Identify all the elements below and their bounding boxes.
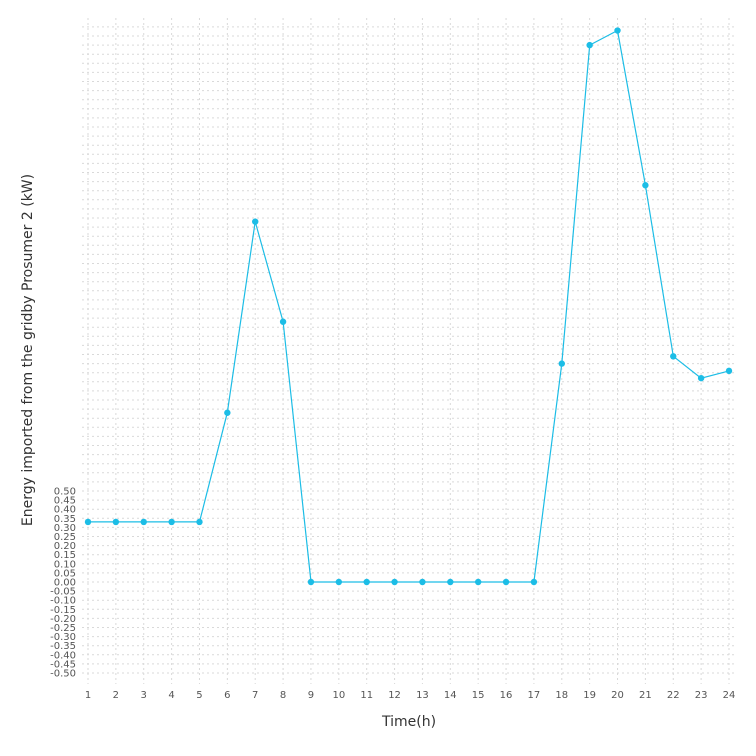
x-tick-label: 8 — [280, 690, 286, 701]
y-tick-label: -0.35 — [50, 641, 76, 652]
x-axis-label: Time(h) — [381, 714, 436, 730]
y-tick-label: 0.20 — [54, 541, 76, 552]
y-tick-label: 0.35 — [54, 514, 76, 525]
data-point — [697, 374, 705, 382]
data-point — [168, 518, 175, 526]
x-tick-label: 13 — [416, 690, 429, 701]
data-point — [140, 518, 147, 526]
y-tick-label: -0.40 — [50, 650, 76, 661]
data-point — [474, 578, 482, 586]
data-point — [307, 578, 315, 586]
x-tick-label: 2 — [113, 690, 119, 701]
x-tick-label: 11 — [360, 690, 373, 701]
data-point — [558, 360, 565, 367]
x-tick-label: 4 — [168, 690, 174, 701]
y-tick-label: 0.15 — [54, 550, 76, 561]
data-point — [530, 578, 538, 586]
y-tick-label: 0.40 — [54, 505, 76, 516]
data-point — [196, 518, 203, 526]
x-tick-label: 18 — [555, 690, 568, 701]
y-tick-label: -0.45 — [50, 659, 76, 670]
y-tick-label: -0.20 — [50, 614, 76, 625]
y-tick-label: 0.25 — [54, 532, 76, 543]
x-tick-label: 3 — [141, 690, 147, 701]
data-point — [391, 578, 398, 586]
x-tick-label: 19 — [583, 690, 596, 701]
y-tick-label: -0.25 — [50, 623, 76, 634]
x-tick-label: 10 — [332, 690, 345, 701]
y-tick-label: -0.50 — [50, 669, 76, 680]
x-tick-label: 5 — [196, 690, 202, 701]
y-tick-label: 0.50 — [54, 487, 76, 498]
y-tick-label: -0.30 — [50, 632, 76, 643]
x-tick-label: 20 — [611, 690, 624, 701]
x-tick-label: 17 — [528, 690, 541, 701]
data-point — [447, 578, 454, 586]
y-tick-label: -0.15 — [50, 605, 76, 616]
y-tick-label: 0.10 — [54, 559, 76, 570]
x-tick-label: 12 — [388, 690, 401, 701]
data-point — [84, 518, 92, 526]
x-tick-label: 23 — [695, 690, 708, 701]
y-axis-ticks: 0.500.450.400.350.300.250.200.150.100.05… — [50, 487, 76, 680]
x-tick-label: 1 — [85, 690, 91, 701]
x-tick-label: 6 — [224, 690, 230, 701]
x-tick-label: 21 — [639, 690, 652, 701]
y-tick-label: -0.05 — [50, 587, 76, 598]
y-tick-label: 0.45 — [54, 496, 76, 507]
data-point — [642, 182, 649, 189]
data-point — [112, 518, 120, 526]
x-tick-label: 15 — [472, 690, 485, 701]
y-tick-label: 0.30 — [54, 523, 76, 534]
x-tick-label: 16 — [500, 690, 513, 701]
data-point — [614, 27, 621, 34]
x-tick-label: 7 — [252, 690, 258, 701]
data-point — [279, 318, 287, 325]
grid-lines — [82, 18, 736, 684]
x-tick-label: 24 — [723, 690, 736, 701]
x-tick-label: 14 — [444, 690, 457, 701]
data-point — [224, 409, 231, 416]
series-markers — [84, 27, 733, 586]
x-tick-label: 9 — [308, 690, 314, 701]
y-tick-label: -0.10 — [50, 596, 76, 607]
y-tick-label: 0.05 — [54, 568, 76, 579]
data-point — [363, 578, 370, 586]
data-point — [252, 218, 259, 225]
data-point — [725, 367, 733, 375]
y-axis-label: Energy imported from the gridby Prosumer… — [20, 174, 36, 526]
data-point — [586, 41, 593, 49]
x-tick-label: 22 — [667, 690, 680, 701]
series-line — [88, 29, 730, 583]
data-point — [502, 578, 510, 586]
x-axis-ticks: 1 2 3 4 5 6 7 8 9 10 11 12 13 14 15 16 17 18 19 20 21 22 23 24 — [85, 690, 736, 701]
y-tick-label: 0.00 — [54, 578, 76, 589]
data-point — [670, 353, 677, 360]
data-point — [419, 578, 426, 586]
data-point — [335, 578, 343, 586]
